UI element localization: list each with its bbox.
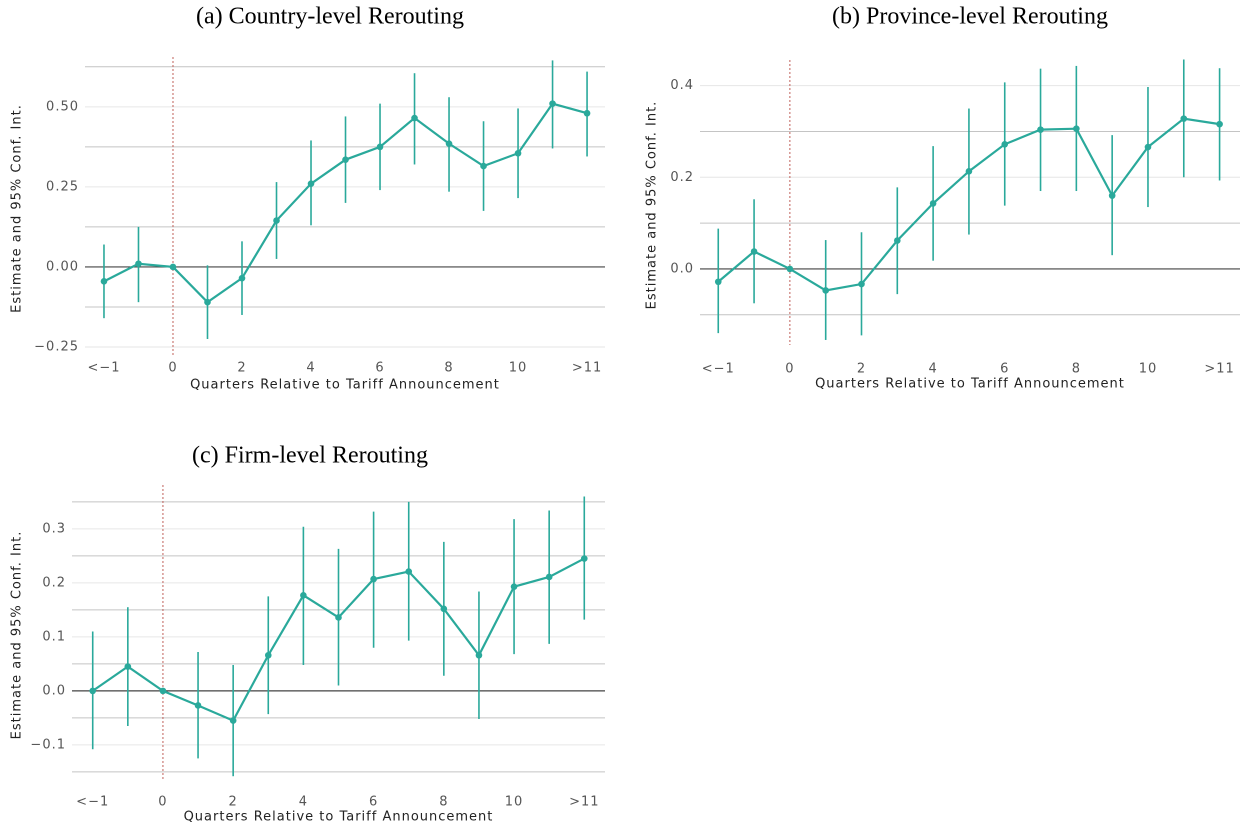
point	[194, 702, 202, 709]
point	[1144, 143, 1152, 151]
point	[229, 717, 237, 724]
chart-title: (b) Province-level Rerouting	[832, 4, 1108, 30]
point	[445, 140, 453, 147]
x-tick-label: 8	[439, 795, 448, 810]
point	[480, 162, 487, 170]
point	[100, 278, 108, 285]
x-tick-label: 0	[168, 361, 177, 376]
point	[159, 687, 167, 695]
point	[514, 149, 522, 157]
point	[238, 274, 246, 282]
y-tick-label: 0.50	[46, 99, 79, 114]
y-tick-label: 0.2	[42, 575, 66, 590]
point	[204, 298, 211, 306]
x-tick-label: >11	[1204, 362, 1234, 377]
point	[786, 265, 794, 273]
x-tick-label: <−1	[702, 362, 735, 377]
point	[858, 280, 865, 288]
x-tick-label: 6	[375, 361, 384, 376]
point	[1180, 115, 1188, 122]
y-tick-label: 0.2	[670, 170, 694, 185]
point	[965, 168, 973, 175]
point	[273, 217, 280, 224]
point	[370, 575, 377, 583]
point	[583, 109, 591, 117]
y-tick-label: −0.25	[34, 339, 79, 354]
point	[549, 100, 556, 107]
y-tick-label: −0.1	[30, 737, 66, 752]
y-tick-label: 0.1	[42, 629, 66, 644]
x-tick-label: 2	[237, 361, 246, 376]
x-tick-label: >11	[569, 795, 599, 810]
x-axis-label: Quarters Relative to Tariff Announcement	[184, 810, 494, 825]
point	[135, 260, 142, 268]
point	[894, 237, 901, 244]
point	[545, 573, 553, 581]
point	[750, 248, 758, 255]
x-tick-label: 10	[509, 361, 528, 376]
point	[169, 263, 177, 271]
point	[342, 156, 349, 163]
x-tick-label: 10	[1139, 362, 1158, 377]
y-tick-label: 0.0	[42, 683, 66, 698]
y-tick-label: 0.0	[670, 261, 694, 276]
point	[714, 278, 722, 286]
point	[1001, 140, 1009, 148]
x-tick-label: 6	[369, 795, 378, 810]
point	[89, 687, 97, 695]
x-tick-label: 4	[306, 361, 315, 376]
chart-title: (c) Firm-level Rerouting	[192, 443, 428, 469]
point	[300, 592, 307, 599]
point	[1073, 125, 1080, 132]
x-tick-label: 8	[1072, 362, 1081, 377]
x-tick-label: 10	[505, 795, 524, 810]
y-axis-label: Estimate and 95% Conf. Int.	[645, 101, 660, 310]
point	[335, 614, 342, 621]
point	[929, 200, 937, 207]
y-tick-label: 0.25	[46, 179, 79, 194]
point	[822, 287, 829, 294]
point	[510, 583, 518, 590]
y-tick-label: 0.4	[670, 78, 694, 93]
point	[411, 114, 418, 122]
point	[405, 568, 413, 575]
point	[475, 651, 483, 659]
point	[307, 180, 315, 187]
y-axis-label: Estimate and 95% Conf. Int.	[10, 104, 25, 313]
y-axis-label: Estimate and 95% Conf. Int.	[10, 531, 25, 740]
y-tick-label: 0.00	[46, 259, 79, 274]
point	[124, 663, 132, 670]
x-tick-label: 8	[444, 361, 453, 376]
x-tick-label: 0	[785, 362, 794, 377]
x-axis-label: Quarters Relative to Tariff Announcement	[190, 378, 500, 393]
x-axis-label: Quarters Relative to Tariff Announcement	[815, 377, 1125, 392]
x-tick-label: <−1	[76, 795, 109, 810]
x-tick-label: <−1	[87, 361, 120, 376]
y-tick-label: 0.3	[42, 521, 66, 536]
x-tick-label: 4	[928, 362, 937, 377]
chart-title: (a) Country-level Rerouting	[196, 4, 464, 30]
x-tick-label: 0	[158, 795, 167, 810]
point	[580, 555, 588, 562]
point	[1037, 126, 1044, 133]
x-tick-label: 6	[1000, 362, 1009, 377]
point	[1216, 120, 1223, 128]
point	[376, 143, 384, 151]
point	[264, 651, 272, 659]
x-tick-label: 4	[299, 795, 308, 810]
point	[440, 605, 448, 613]
point	[1108, 192, 1116, 199]
x-tick-label: >11	[572, 361, 602, 376]
x-tick-label: 2	[857, 362, 866, 377]
x-tick-label: 2	[229, 795, 238, 810]
